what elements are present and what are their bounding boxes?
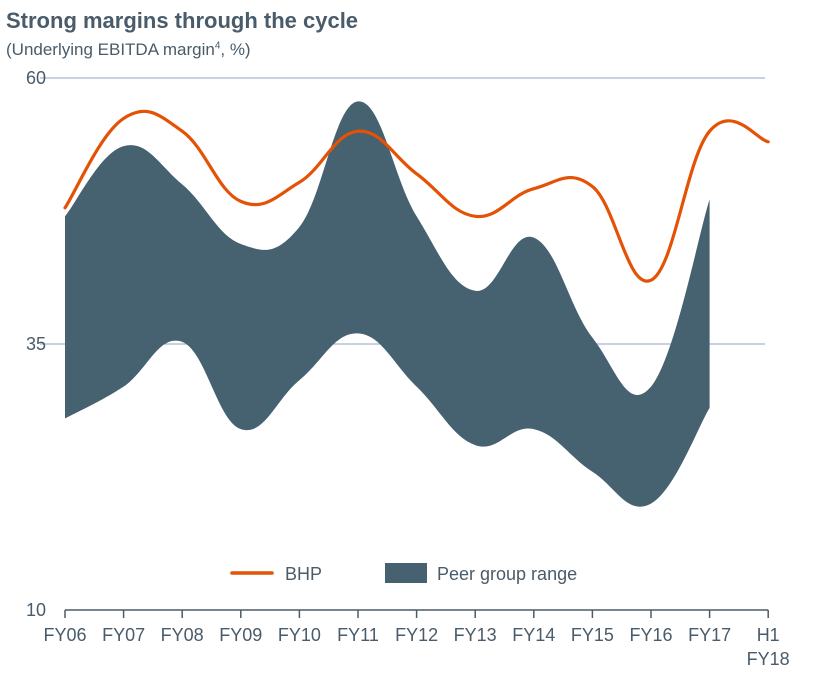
bhp-line [63,109,770,283]
legend-peer-swatch [385,563,427,583]
subtitle-footnote: 4 [214,40,221,52]
y-tick-label: 10 [26,600,46,620]
y-tick-label: 35 [26,334,46,354]
x-tick-label: FY12 [395,625,438,645]
x-tick-label: FY15 [571,625,614,645]
x-tick-label: FY09 [219,625,262,645]
x-tick-label: FY14 [512,625,555,645]
x-tick-label: FY07 [102,625,145,645]
x-tick-label: FY10 [278,625,321,645]
x-tick-label: FY17 [688,625,731,645]
peer-group-range-band [65,101,710,507]
subtitle-tail: , %) [220,40,251,59]
x-tick-label: FY11 [337,625,379,645]
x-tick-label: FY18 [747,649,790,669]
chart-subtitle: (Underlying EBITDA margin4, %) [6,40,251,60]
chart-title: Strong margins through the cycle [6,8,359,33]
x-tick-label: FY08 [161,625,204,645]
legend-peer-label: Peer group range [437,564,577,584]
legend-bhp-label: BHP [285,564,322,584]
x-tick-label: H1 [757,625,780,645]
subtitle-text: (Underlying EBITDA margin [6,40,215,59]
x-tick-label: FY13 [454,625,497,645]
y-tick-label: 60 [26,68,46,88]
x-tick-label: FY06 [43,625,86,645]
x-tick-label: FY16 [629,625,672,645]
